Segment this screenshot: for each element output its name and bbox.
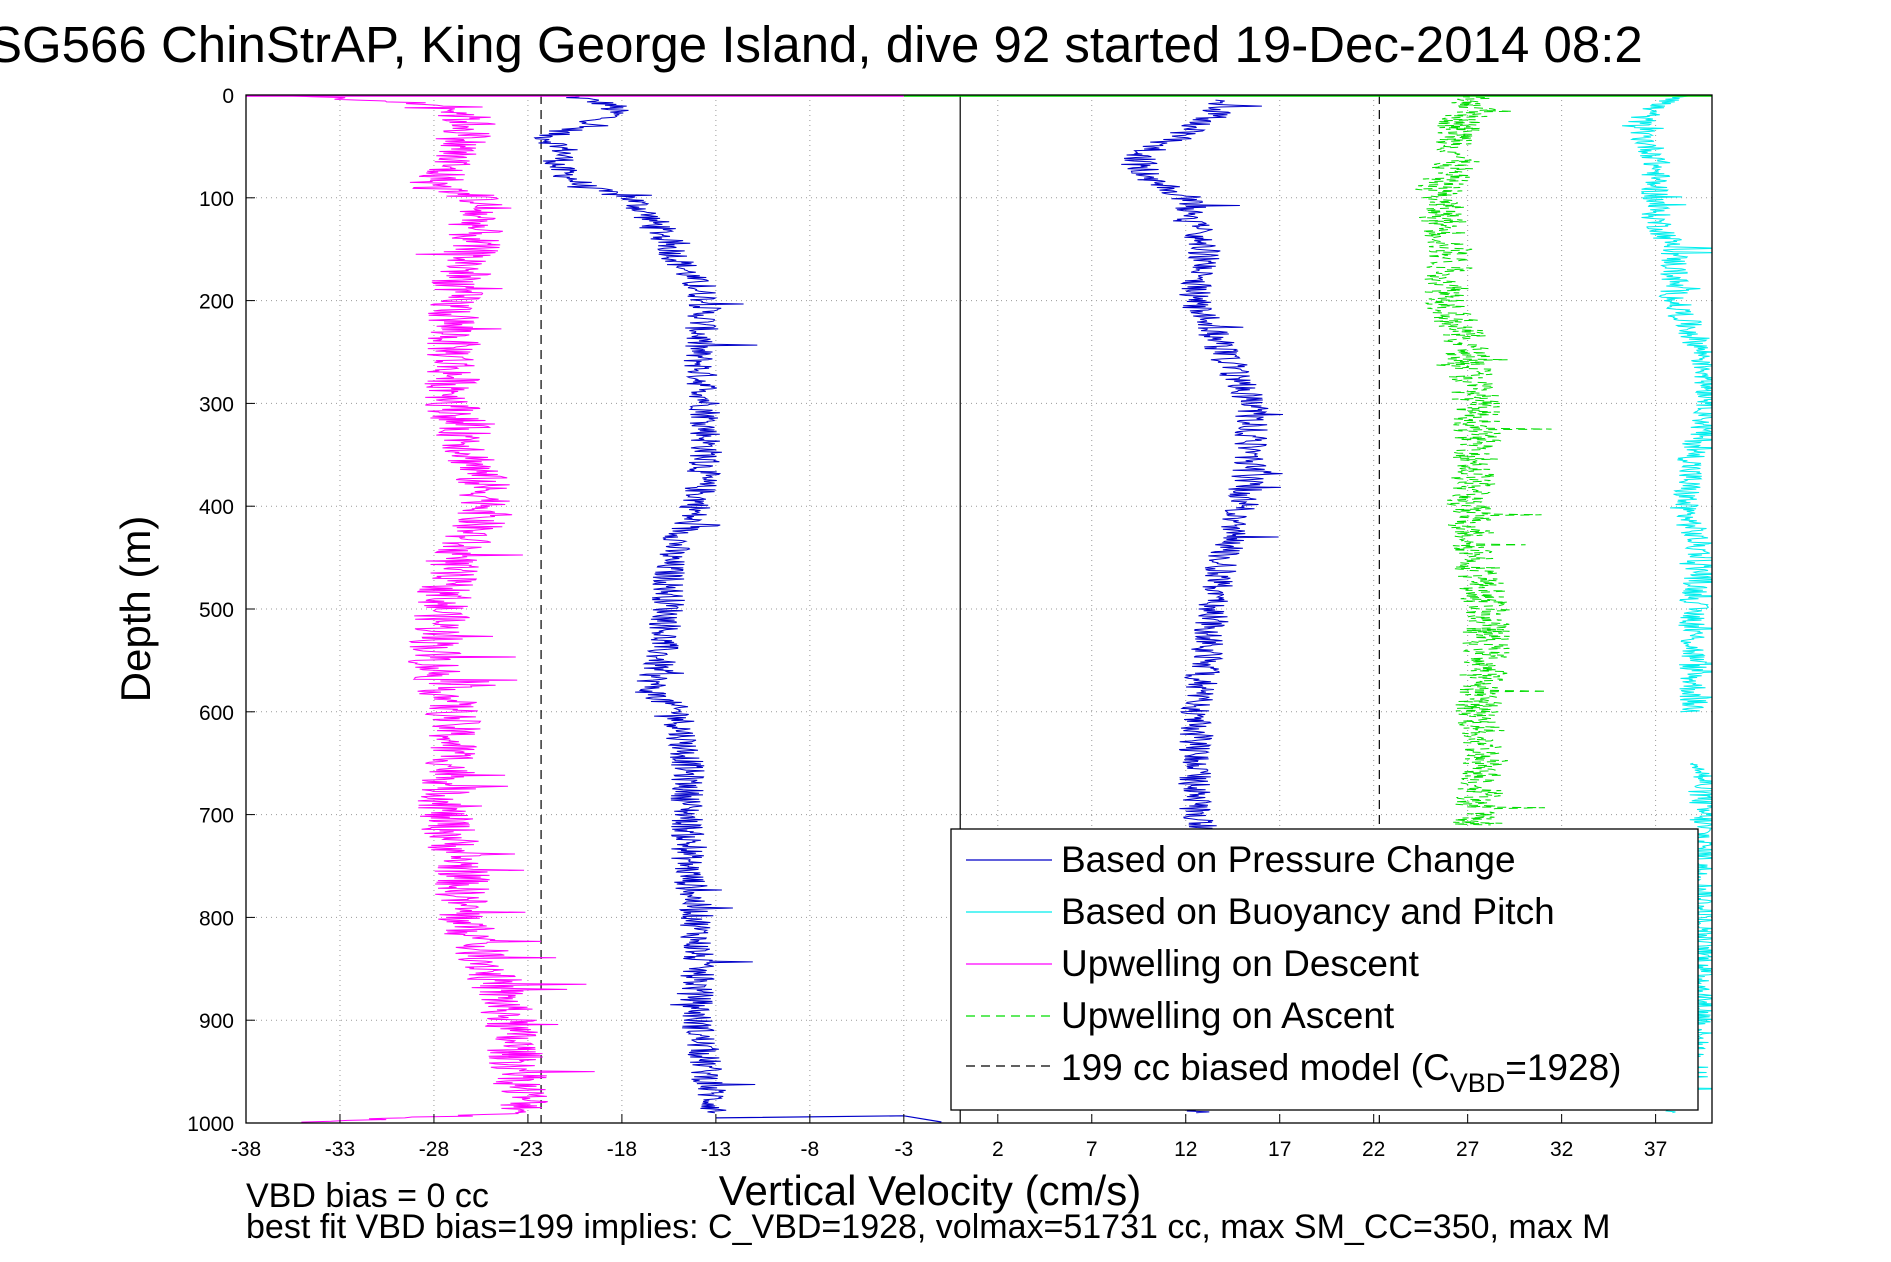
legend: Based on Pressure Change Based on Buoyanc… [950, 828, 1699, 1111]
x-tick-label: -28 [419, 1138, 449, 1161]
y-tick-label: 900 [199, 1010, 234, 1033]
y-tick-label: 700 [199, 805, 234, 828]
y-axis-label: Depth (m) [112, 516, 159, 703]
y-tick-label: 800 [199, 907, 234, 930]
series-group [1415, 95, 1552, 826]
series-line-descent [289, 95, 595, 1123]
y-tick-label: 300 [199, 393, 234, 416]
x-tick-label: 7 [1086, 1138, 1098, 1161]
legend-label: Upwelling on Descent [1061, 943, 1420, 984]
y-tick-label: 1000 [187, 1113, 234, 1136]
x-tick-label: -3 [894, 1138, 913, 1161]
x-tick-label: -18 [607, 1138, 637, 1161]
x-tick-label: 37 [1644, 1138, 1667, 1161]
legend-label: Based on Buoyancy and Pitch [1061, 891, 1555, 932]
x-tick-label: -23 [513, 1138, 543, 1161]
x-tick-label: -13 [701, 1138, 731, 1161]
y-tick-label: 200 [199, 291, 234, 314]
series-line-ascent [1661, 762, 1712, 1114]
x-tick-label: 32 [1550, 1138, 1573, 1161]
series-group [289, 95, 595, 1123]
y-tick-label: 0 [222, 85, 234, 108]
footer-line-2: best fit VBD bias=199 implies: C_VBD=192… [246, 1208, 1610, 1246]
x-tick-label: -8 [801, 1138, 820, 1161]
series-line-descent [1415, 95, 1552, 826]
x-tick-label: 27 [1456, 1138, 1479, 1161]
legend-label: Upwelling on Ascent [1061, 995, 1395, 1036]
legend-label: Based on Pressure Change [1061, 839, 1516, 880]
x-tick-label: 17 [1268, 1138, 1291, 1161]
x-tick-label: -38 [231, 1138, 261, 1161]
chart-title: SG566 ChinStrAP, King George Island, div… [0, 16, 1643, 73]
x-tick-label: 2 [992, 1138, 1004, 1161]
y-tick-label: 400 [199, 496, 234, 519]
axis-ticks: -38 -33 -28 -23 -18 -13 -8 -3 2 7 12 17 22 27 32 370100… [187, 85, 1667, 1161]
y-tick-label: 500 [199, 599, 234, 622]
series-line-descent [1622, 95, 1712, 713]
series-line-descent [533, 95, 758, 1114]
legend-box [950, 828, 1699, 1111]
y-tick-label: 100 [199, 188, 234, 211]
series-group [1622, 95, 1712, 1114]
x-axis-label: Vertical Velocity (cm/s) [719, 1167, 1141, 1214]
y-tick-label: 600 [199, 702, 234, 725]
x-tick-label: -33 [325, 1138, 355, 1161]
x-tick-label: 12 [1174, 1138, 1197, 1161]
x-tick-label: 22 [1362, 1138, 1385, 1161]
footer-line-1: VBD bias = 0 cc [246, 1177, 489, 1215]
